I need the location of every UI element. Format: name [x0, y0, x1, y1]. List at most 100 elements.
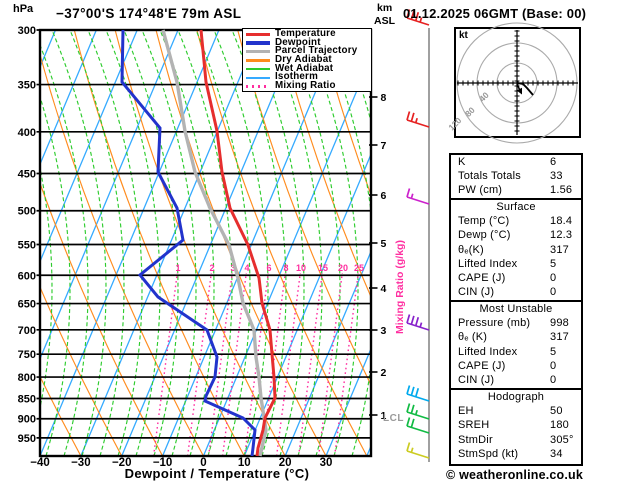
legend-row: Dry Adiabat	[246, 54, 371, 66]
table-row: Dewp (°C) 12.3	[451, 228, 581, 242]
svg-text:−20: −20	[112, 457, 132, 469]
table-row-label: CIN (J)	[458, 286, 495, 299]
table-row: θₑ (K) 317	[451, 330, 581, 344]
table-row-label: StmDir	[458, 433, 493, 446]
table-row-value: 5	[550, 345, 557, 358]
run-date-label: 01.12.2025 06GMT (Base: 00)	[403, 6, 587, 21]
svg-text:550: 550	[18, 239, 36, 251]
table-row-label: Temp (°C)	[458, 215, 510, 228]
page-title: −37°00'S 174°48'E 79m ASL	[56, 6, 242, 21]
legend-row: Wet Adiabat	[246, 64, 371, 74]
table-section-header: Most Unstable	[479, 303, 553, 315]
svg-text:900: 900	[18, 414, 36, 426]
svg-text:700: 700	[18, 325, 36, 337]
indices-table-section: K 6 Totals Totals 33 PW (cm) 1.56	[449, 153, 583, 200]
table-row-label: EH	[458, 405, 474, 418]
svg-text:4: 4	[381, 283, 387, 295]
svg-text:1: 1	[381, 410, 387, 422]
table-row-value: 33	[550, 170, 563, 183]
table-row: CAPE (J) 0	[451, 271, 581, 285]
height-axis-unit-km: km	[377, 2, 393, 14]
svg-text:2: 2	[209, 263, 214, 273]
isobar-lines	[36, 29, 371, 439]
svg-text:10: 10	[238, 457, 251, 469]
svg-text:300: 300	[18, 25, 36, 37]
pressure-axis-unit: hPa	[13, 3, 34, 15]
wind-barb	[406, 314, 430, 331]
table-row: CIN (J) 0	[451, 373, 581, 387]
hodograph-trace	[516, 82, 534, 96]
table-row-value: 12.3	[550, 229, 573, 242]
table-row: Temp (°C) 18.4	[451, 214, 581, 228]
table-section-header: Surface	[496, 201, 536, 213]
svg-text:1: 1	[175, 263, 180, 273]
svg-text:750: 750	[18, 349, 36, 361]
mixing-ratio-axis-label: Mixing Ratio (g/kg)	[394, 240, 406, 334]
legend-swatch-dry-adiabat	[246, 59, 270, 62]
svg-text:20: 20	[338, 263, 348, 273]
svg-text:7: 7	[381, 140, 387, 152]
table-row-label: PW (cm)	[458, 184, 503, 197]
dewpoint-curve	[120, 29, 257, 457]
table-section-header: Hodograph	[487, 391, 545, 403]
table-row-label: Totals Totals	[458, 170, 521, 183]
storm-motion-arrowhead	[516, 87, 522, 95]
svg-text:500: 500	[18, 206, 36, 218]
table-row-value: 18.4	[550, 215, 573, 228]
table-row: StmDir 305°	[451, 433, 581, 447]
svg-text:20: 20	[279, 457, 292, 469]
legend-row: Temperature	[246, 29, 371, 39]
wind-barb	[406, 9, 430, 26]
svg-text:800: 800	[18, 372, 36, 384]
most-unstable-table-section: Most Unstable Pressure (mb) 998 θₑ (K) 317 Li…	[449, 300, 583, 390]
table-row-label: SREH	[458, 419, 490, 432]
svg-text:−40: −40	[30, 457, 50, 469]
svg-text:3: 3	[381, 325, 387, 337]
wind-barb	[406, 417, 430, 434]
table-row-value: 317	[550, 331, 569, 344]
svg-text:0: 0	[200, 457, 206, 469]
svg-text:30: 30	[320, 457, 333, 469]
height-axis-unit-asl: ASL	[374, 15, 395, 27]
plot-border	[38, 28, 373, 458]
legend-label: Dry Adiabat	[275, 54, 332, 66]
svg-text:400: 400	[18, 127, 36, 139]
legend-swatch-parcel-trajectory	[246, 50, 270, 54]
legend-row: Dewpoint	[246, 36, 371, 48]
table-row-value: 317	[550, 243, 569, 256]
lcl-marker-label: LCL	[383, 413, 404, 424]
hodograph-unit-label: kt	[459, 30, 468, 41]
table-row: SREH 180	[451, 418, 581, 432]
table-row-label: θₑ(K)	[458, 243, 484, 256]
pressure-axis-labels: 300 350 400 450 500 550 600 650 700 750 800 850 900 9…	[18, 25, 36, 445]
svg-text:6: 6	[381, 190, 387, 202]
table-row: CAPE (J) 0	[451, 359, 581, 373]
table-row: θₑ(K) 317	[451, 243, 581, 257]
legend-row: Isotherm	[246, 72, 371, 82]
table-row: Lifted Index 5	[451, 345, 581, 359]
table-row-label: θₑ (K)	[458, 331, 488, 344]
table-row: Totals Totals 33	[451, 169, 581, 183]
x-axis-title: Dewpoint / Temperature (°C)	[124, 466, 310, 481]
svg-text:650: 650	[18, 299, 36, 311]
legend-label: Mixing Ratio	[275, 80, 336, 92]
temperature-axis-labels: −40 −30 −20 −10 0 10 20 30	[30, 457, 332, 469]
table-row-value: 6	[550, 156, 557, 168]
table-row: EH 50	[451, 404, 581, 418]
table-row: Lifted Index 5	[451, 257, 581, 271]
wind-barb	[406, 442, 430, 459]
svg-text:8: 8	[283, 263, 288, 273]
hodograph-axis-ticks	[457, 30, 574, 132]
table-row-label: Lifted Index	[458, 257, 518, 270]
table-row-label: Pressure (mb)	[458, 317, 531, 330]
mixing-ratio-labels: 1 2 3 4 6 8 10 15 20 25	[175, 263, 364, 273]
legend: Temperature Dewpoint Parcel Trajectory Dry …	[242, 28, 372, 92]
legend-label: Parcel Trajectory	[275, 45, 358, 57]
table-row-value: 305°	[550, 433, 574, 446]
table-row-label: Lifted Index	[458, 345, 518, 358]
table-row-value: 998	[550, 317, 569, 330]
table-row-value: 0	[550, 272, 557, 285]
legend-row: Mixing Ratio	[246, 80, 371, 92]
legend-label: Dewpoint	[275, 36, 321, 48]
